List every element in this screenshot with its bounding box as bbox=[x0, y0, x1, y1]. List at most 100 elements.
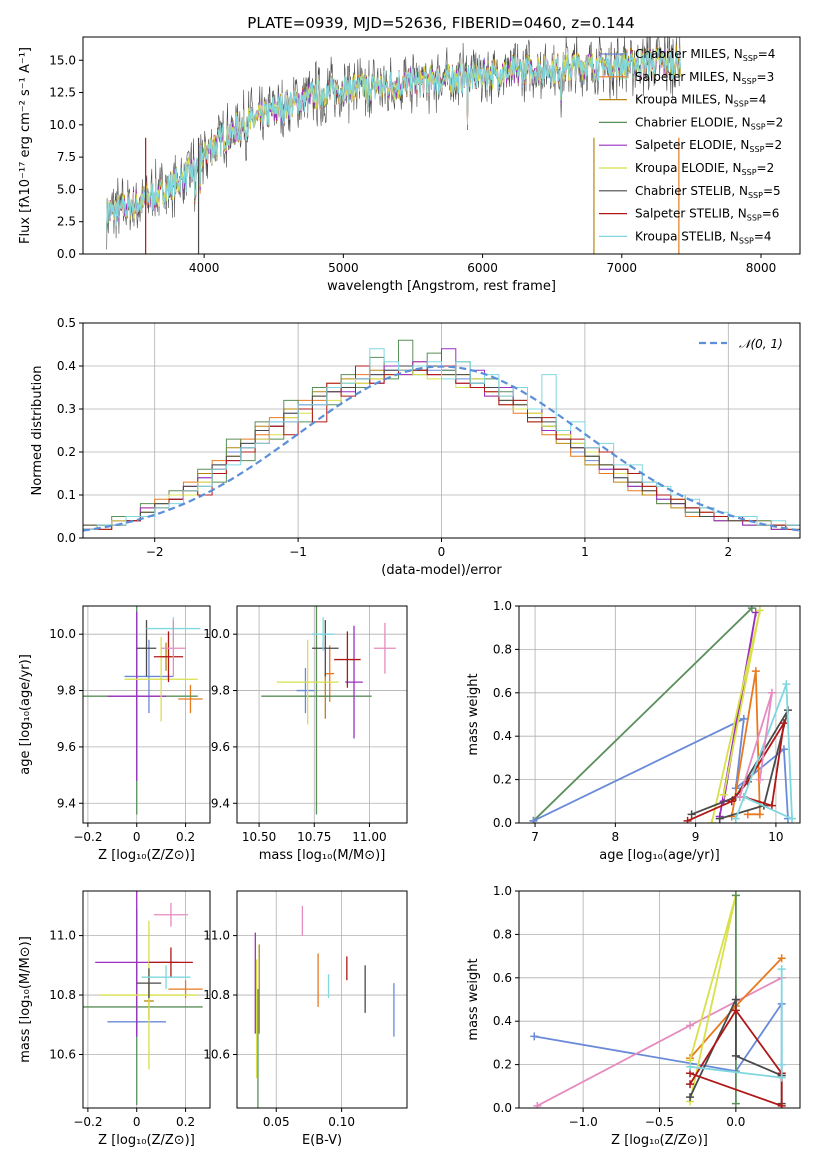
x-tick-label: 0.05 bbox=[263, 1115, 290, 1129]
x-tick-label: 7 bbox=[531, 830, 539, 844]
plus-marker bbox=[533, 1101, 542, 1108]
y-tick-label: 0.2 bbox=[57, 445, 76, 459]
plus-marker bbox=[755, 810, 764, 819]
legend-label: Salpeter MILES, NSSP=3 bbox=[635, 70, 774, 86]
plus-marker bbox=[686, 1062, 695, 1071]
plus-marker bbox=[719, 790, 728, 799]
y-axis-label: mass [log₁₀(M/M⊙)] bbox=[18, 936, 33, 1063]
plus-marker bbox=[777, 1073, 786, 1082]
x-axis-label: Z [log₁₀(Z/Z⊙)] bbox=[98, 1133, 195, 1148]
x-tick-label: 6000 bbox=[467, 261, 498, 275]
y-tick-label: 0.5 bbox=[57, 316, 76, 330]
x-tick-label: 10.75 bbox=[297, 830, 331, 844]
weight-line bbox=[532, 607, 753, 822]
x-tick-label: 0.10 bbox=[328, 1115, 355, 1129]
plus-marker bbox=[747, 606, 756, 613]
plus-marker bbox=[687, 810, 696, 819]
y-tick-label: 9.8 bbox=[211, 684, 230, 698]
x-tick-label: −0.2 bbox=[73, 1115, 102, 1129]
plot-area bbox=[261, 606, 396, 815]
y-tick-label: 9.8 bbox=[57, 684, 76, 698]
plus-marker bbox=[743, 810, 752, 819]
y-tick-label: 0.6 bbox=[493, 686, 512, 700]
plus-marker bbox=[779, 745, 788, 754]
legend-label: Salpeter ELODIE, NSSP=2 bbox=[635, 138, 782, 154]
x-axis-label: wavelength [Angstrom, rest frame] bbox=[327, 279, 556, 294]
weight-vs-age-panel: 7 8 9 10 0.0 0.2 0.4 0.6 0.8 1.0 age [log₁₀(age/yr… bbox=[466, 599, 801, 863]
y-tick-label: 0.8 bbox=[493, 927, 512, 941]
y-tick-label: 9.4 bbox=[57, 796, 76, 810]
figure-title: PLATE=0939, MJD=52636, FIBERID=0460, z=0… bbox=[247, 14, 634, 32]
x-tick-label: 0 bbox=[438, 545, 446, 559]
plus-marker bbox=[755, 606, 764, 615]
y-tick-label: 0.8 bbox=[493, 642, 512, 656]
x-tick-label: 1 bbox=[581, 545, 589, 559]
normal-curve bbox=[83, 365, 800, 532]
legend-label: Chabrier MILES, NSSP=4 bbox=[635, 47, 775, 63]
x-tick-label: 0.2 bbox=[176, 830, 195, 844]
legend-label: Kroupa MILES, NSSP=4 bbox=[635, 93, 766, 109]
y-tick-label: 0.4 bbox=[493, 1014, 512, 1028]
y-axis-label: Normed distribution bbox=[30, 366, 45, 496]
y-tick-label: 0.0 bbox=[493, 1101, 512, 1115]
y-tick-label: 10.0 bbox=[49, 118, 76, 132]
spectrum-legend: Chabrier MILES, NSSP=4 Salpeter MILES, NS… bbox=[599, 47, 783, 245]
y-tick-label: 1.0 bbox=[493, 599, 512, 613]
x-tick-label: 10 bbox=[768, 830, 783, 844]
residuals-histogram-panel: −2 −1 0 1 2 0.0 0.1 0.2 0.3 0.4 0.5 (data-model)/er… bbox=[30, 316, 801, 578]
plus-marker bbox=[686, 1093, 695, 1102]
legend-label: Salpeter STELIB, NSSP=6 bbox=[635, 207, 779, 223]
plus-marker bbox=[731, 891, 740, 900]
plot-area bbox=[83, 339, 800, 532]
x-tick-label: 9 bbox=[692, 830, 700, 844]
x-tick-label: 7000 bbox=[607, 261, 638, 275]
y-tick-label: 0.6 bbox=[493, 971, 512, 985]
weight-line bbox=[734, 683, 793, 821]
y-axis-label: Flux [fλ10⁻¹⁷ erg cm⁻² s⁻¹ A⁻¹] bbox=[18, 47, 33, 244]
y-tick-label: 9.4 bbox=[211, 796, 230, 810]
plus-marker bbox=[731, 1051, 740, 1060]
plus-marker bbox=[779, 719, 788, 728]
x-tick-label: 4000 bbox=[189, 261, 220, 275]
axes-frame bbox=[82, 36, 801, 255]
age-vs-metallicity-panel: −0.2 0 0.2 9.4 9.6 9.8 10.0 Z [log₁₀(Z/Z⊙)] age … bbox=[18, 605, 211, 863]
plus-marker bbox=[529, 816, 538, 823]
y-tick-label: 11.0 bbox=[49, 929, 76, 943]
plus-marker bbox=[777, 954, 786, 963]
plus-marker bbox=[739, 714, 748, 723]
plus-marker bbox=[530, 1032, 539, 1041]
plus-marker bbox=[686, 1021, 695, 1030]
plus-marker bbox=[735, 792, 744, 801]
x-tick-label: 10.50 bbox=[242, 830, 276, 844]
plus-marker bbox=[777, 965, 786, 974]
y-tick-label: 0.2 bbox=[493, 773, 512, 787]
y-tick-label: 10.6 bbox=[203, 1047, 230, 1061]
y-tick-label: 1.0 bbox=[493, 884, 512, 898]
y-tick-label: 10.6 bbox=[49, 1047, 76, 1061]
y-tick-label: 10.8 bbox=[49, 988, 76, 1002]
y-tick-label: 10.0 bbox=[49, 627, 76, 641]
y-tick-label: 0.0 bbox=[57, 247, 76, 261]
age-vs-mass-panel: 10.50 10.75 11.00 9.4 9.6 9.8 10.0 mass [log₁₀(… bbox=[203, 605, 408, 863]
weight-line bbox=[687, 722, 785, 822]
x-tick-label: 8000 bbox=[746, 261, 777, 275]
plus-marker bbox=[751, 667, 760, 676]
x-tick-label: 2 bbox=[724, 545, 732, 559]
y-tick-label: 9.6 bbox=[57, 740, 76, 754]
weight-line bbox=[689, 969, 783, 1079]
axes-frame bbox=[236, 605, 408, 824]
plus-marker bbox=[767, 688, 776, 697]
plot-area bbox=[83, 606, 203, 815]
axes-frame bbox=[236, 890, 408, 1109]
y-tick-label: 0.1 bbox=[57, 488, 76, 502]
x-axis-label: (data-model)/error bbox=[381, 563, 502, 578]
x-tick-label: 0 bbox=[133, 1115, 141, 1129]
x-tick-label: 11.00 bbox=[352, 830, 386, 844]
y-axis-label: mass weight bbox=[466, 958, 481, 1040]
x-tick-label: −0.5 bbox=[645, 1115, 674, 1129]
plot-area bbox=[530, 891, 786, 1108]
spectrum-panel: 4000 5000 6000 7000 8000 0.0 2.5 5.0 7.5 10.0 12.5… bbox=[18, 36, 801, 294]
plus-marker bbox=[787, 814, 796, 823]
y-tick-label: 0.4 bbox=[57, 359, 76, 373]
y-tick-label: 11.0 bbox=[203, 929, 230, 943]
